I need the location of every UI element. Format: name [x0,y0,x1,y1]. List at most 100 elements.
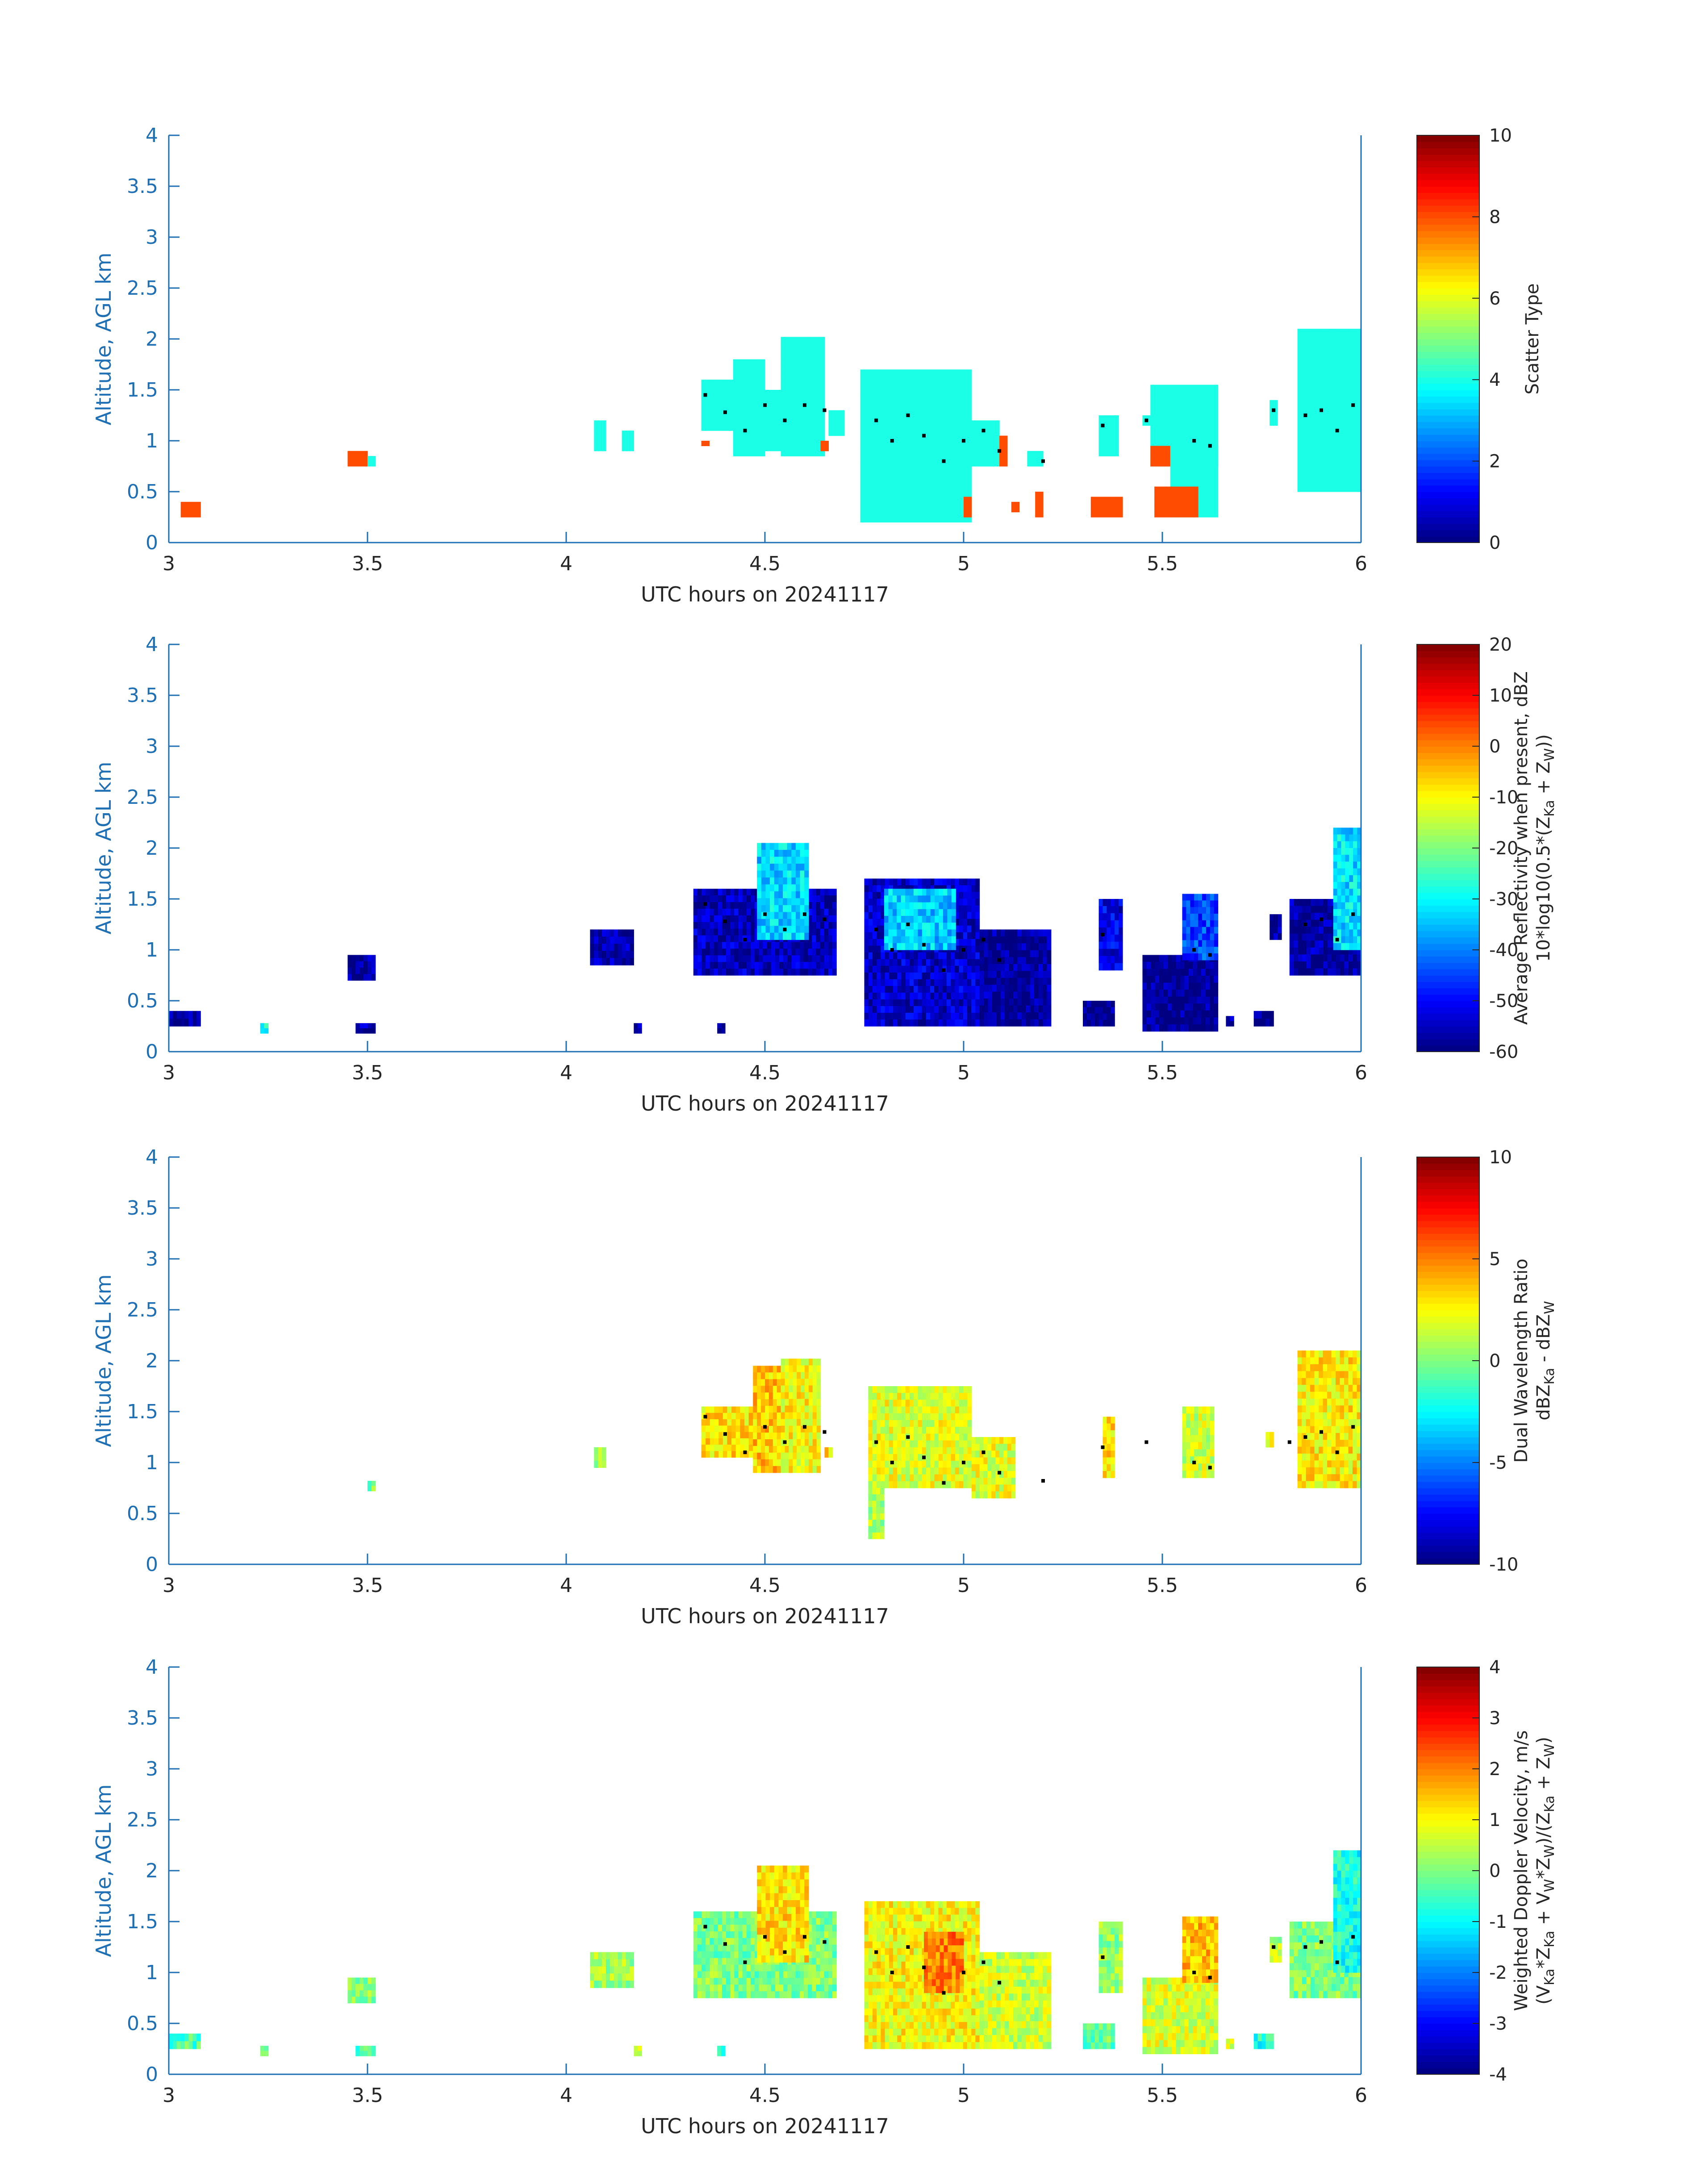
heatmap-cell [1086,1001,1091,1007]
heatmap-cell [693,962,698,969]
heatmap-cell [1176,384,1181,392]
heatmap-cell [979,929,984,937]
heatmap-cell [979,950,984,957]
heatmap-cell [824,908,829,916]
heatmap-cell [988,936,993,944]
heatmap-cell [1310,437,1315,445]
heatmap-cell [951,959,955,966]
heatmap-cell [901,929,906,937]
heatmap-cell [774,905,779,912]
heatmap-cell [881,396,885,403]
heatmap-cell [1336,390,1341,397]
heatmap-cell [1306,335,1311,343]
heatmap-cell [1349,916,1353,923]
heatmap-cell [791,877,796,885]
heatmap-cell [1030,971,1035,978]
heatmap-cell [1205,976,1210,983]
heatmap-cell [761,442,765,450]
heatmap-cell [897,396,902,403]
heatmap-cell [778,912,783,919]
heatmap-cell [1030,929,1035,937]
heatmap-cell [1030,943,1035,951]
x-axis-label: UTC hours on 20241117 [641,1091,889,1116]
heatmap-cell [801,376,805,384]
heatmap-cell [1306,927,1311,934]
colorbar-swatch [1417,142,1479,149]
heatmap-cell [1166,493,1171,499]
heatmap-cell [901,389,906,397]
heatmap-cell [914,952,918,960]
heatmap-cell [1210,940,1215,947]
heatmap-cell [1349,882,1353,889]
heatmap-cell [757,898,762,906]
heatmap-cell [1107,906,1111,914]
heatmap-cell [789,436,793,443]
heatmap-cell [872,898,877,906]
heatmap-cell [1302,329,1307,336]
heatmap-cell [1319,430,1324,438]
heatmap-cell [881,376,885,383]
heatmap-cell [967,979,972,986]
heatmap-cell [889,972,894,980]
heatmap-cell [881,885,885,893]
heatmap-cell [730,922,735,929]
heatmap-cell [991,440,996,447]
heatmap-cell [1205,961,1210,969]
heatmap-cell [1214,418,1219,426]
heatmap-cell [1000,971,1005,978]
heatmap-cell [797,356,801,364]
heatmap-cell [959,462,964,470]
heatmap-cell [892,889,897,896]
heatmap-cell [877,965,881,973]
heatmap-cell [963,376,968,383]
heatmap-cell [1345,834,1349,842]
heatmap-cell [188,509,193,518]
heatmap-cell [622,944,626,951]
heatmap-cell [1353,968,1357,976]
heatmap-cell [1261,1011,1266,1019]
heatmap-cell [746,889,751,896]
heatmap-cell [881,409,885,417]
heatmap-cell [1302,954,1307,962]
heatmap-cell [1142,969,1147,976]
heatmap-cell [701,386,706,393]
heatmap-cell [184,1011,189,1019]
heatmap-cell [1336,417,1341,424]
heatmap-cell [1167,398,1172,405]
heatmap-cell [761,449,765,456]
heatmap-cell [734,902,739,909]
heatmap-cell [773,1426,777,1433]
heatmap-cell [773,1446,777,1453]
heatmap-cell [1026,950,1031,957]
heatmap-cell [1193,1010,1198,1018]
heatmap-cell [959,422,964,430]
heatmap-cell [951,992,955,1000]
heatmap-cell [1162,498,1167,506]
heatmap-cell [872,972,877,980]
heatmap-cell [1155,961,1160,969]
heatmap-cell [1162,486,1167,493]
heatmap-cell [1214,940,1219,947]
heatmap-cell [828,429,833,436]
heatmap-cell [975,939,980,946]
heatmap-cell [975,878,980,886]
heatmap-cell [783,898,788,906]
heatmap-cell [877,449,881,456]
heatmap-cell [1178,505,1183,511]
heatmap-cell [975,453,980,460]
heatmap-cell [1302,478,1307,485]
heatmap-cell [996,999,1001,1006]
heatmap-cell [1013,991,1018,999]
heatmap-cell [1319,927,1324,934]
heatmap-cell [1289,913,1294,920]
heatmap-cell [926,469,931,476]
heatmap-cell [885,389,889,397]
heatmap-cell [991,447,996,454]
heatmap-cell [1150,384,1155,392]
heatmap-cell [947,482,952,489]
heatmap-cell [864,878,869,886]
heatmap-cell [934,469,939,476]
heatmap-cell [988,991,993,999]
heatmap-cell [1111,1007,1115,1014]
heatmap-cell [714,1412,719,1420]
